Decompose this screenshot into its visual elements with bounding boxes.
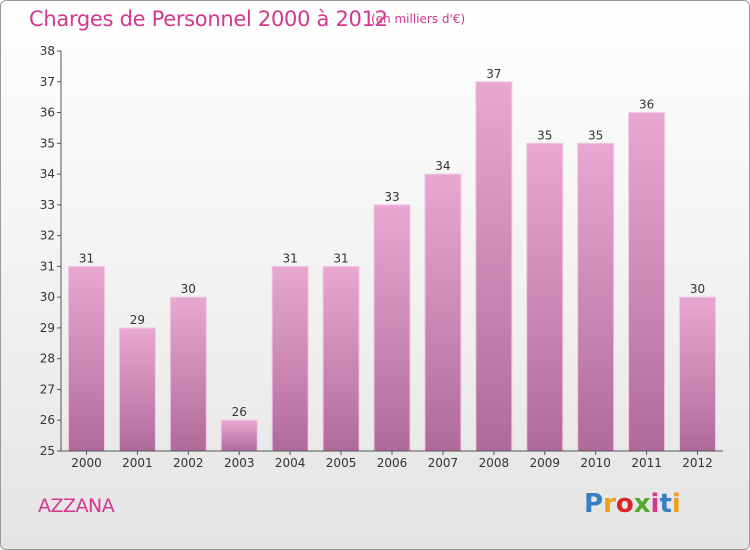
bar-value-label: 31 bbox=[283, 251, 298, 265]
y-tick-label: 34 bbox=[40, 167, 55, 181]
bar-2009[interactable] bbox=[526, 142, 564, 452]
bar-2004[interactable] bbox=[271, 265, 309, 452]
bar-value-label: 35 bbox=[537, 128, 552, 142]
bar-2003[interactable] bbox=[220, 419, 258, 452]
commune-name: AZZANA bbox=[38, 495, 115, 517]
y-tick-label: 28 bbox=[40, 352, 55, 366]
bar-2002[interactable] bbox=[169, 296, 207, 452]
x-tick-label: 2000 bbox=[71, 456, 102, 470]
bar-value-label: 31 bbox=[333, 251, 348, 265]
bar-2001[interactable] bbox=[118, 327, 156, 452]
y-tick-label: 26 bbox=[40, 413, 55, 427]
bar-2000[interactable] bbox=[67, 265, 105, 452]
bar-value-label: 29 bbox=[130, 313, 145, 327]
x-tick-label: 2005 bbox=[326, 456, 357, 470]
x-axis: 2000 2001 2002 2003 2004 2005 2006 2007 2008 2009… bbox=[61, 450, 723, 470]
logo-letter: x bbox=[633, 489, 651, 519]
y-tick-label: 25 bbox=[40, 444, 55, 458]
bar-value-label: 26 bbox=[232, 405, 247, 419]
x-tick-label: 2008 bbox=[479, 456, 510, 470]
bar-2007[interactable] bbox=[424, 173, 462, 452]
y-tick-label: 33 bbox=[40, 198, 55, 212]
proxiti-logo[interactable]: Proxiti bbox=[584, 489, 681, 519]
y-tick-label: 38 bbox=[40, 44, 55, 58]
x-tick-label: 2006 bbox=[377, 456, 408, 470]
bar-2005[interactable] bbox=[322, 265, 360, 452]
x-tick-label: 2002 bbox=[173, 456, 204, 470]
y-axis: 25 26 27 28 29 30 31 32 33 34 35 36 37 38 bbox=[40, 44, 62, 458]
chart-subtitle: (en milliers d'€) bbox=[371, 12, 466, 26]
y-tick-label: 36 bbox=[40, 106, 55, 120]
bar-value-label: 33 bbox=[384, 190, 399, 204]
y-tick-label: 37 bbox=[40, 75, 55, 89]
x-tick-label: 2012 bbox=[682, 456, 713, 470]
bar-value-label: 35 bbox=[588, 128, 603, 142]
bars: 31 29 30 26 31 31 33 34 37 35 35 36 30 bbox=[67, 67, 717, 452]
x-tick-label: 2007 bbox=[428, 456, 459, 470]
bar-value-label: 37 bbox=[486, 67, 501, 81]
y-tick-label: 29 bbox=[40, 321, 55, 335]
logo-letter: r bbox=[603, 489, 616, 519]
x-tick-label: 2004 bbox=[275, 456, 306, 470]
logo-letter: o bbox=[615, 489, 634, 519]
bar-2010[interactable] bbox=[577, 142, 615, 452]
x-tick-label: 2003 bbox=[224, 456, 255, 470]
bar-value-label: 34 bbox=[435, 159, 450, 173]
bar-2011[interactable] bbox=[628, 112, 666, 452]
logo-letter: P bbox=[584, 489, 604, 519]
y-tick-label: 35 bbox=[40, 136, 55, 150]
bar-2012[interactable] bbox=[679, 296, 717, 452]
logo-letter: t bbox=[659, 489, 672, 519]
logo-letter: i bbox=[650, 489, 660, 519]
bar-value-label: 31 bbox=[79, 251, 94, 265]
x-tick-label: 2001 bbox=[122, 456, 153, 470]
bar-2008[interactable] bbox=[475, 81, 513, 452]
x-tick-label: 2010 bbox=[580, 456, 611, 470]
y-tick-label: 31 bbox=[40, 259, 55, 273]
bar-value-label: 36 bbox=[639, 98, 654, 112]
bar-value-label: 30 bbox=[181, 282, 196, 296]
bar-2006[interactable] bbox=[373, 204, 411, 452]
x-tick-label: 2009 bbox=[529, 456, 560, 470]
y-tick-label: 27 bbox=[40, 382, 55, 396]
x-tick-label: 2011 bbox=[631, 456, 662, 470]
logo-letter: i bbox=[671, 489, 681, 519]
chart-title: Charges de Personnel 2000 à 2012 bbox=[29, 7, 388, 31]
y-tick-label: 32 bbox=[40, 229, 55, 243]
bar-value-label: 30 bbox=[690, 282, 705, 296]
y-tick-label: 30 bbox=[40, 290, 55, 304]
